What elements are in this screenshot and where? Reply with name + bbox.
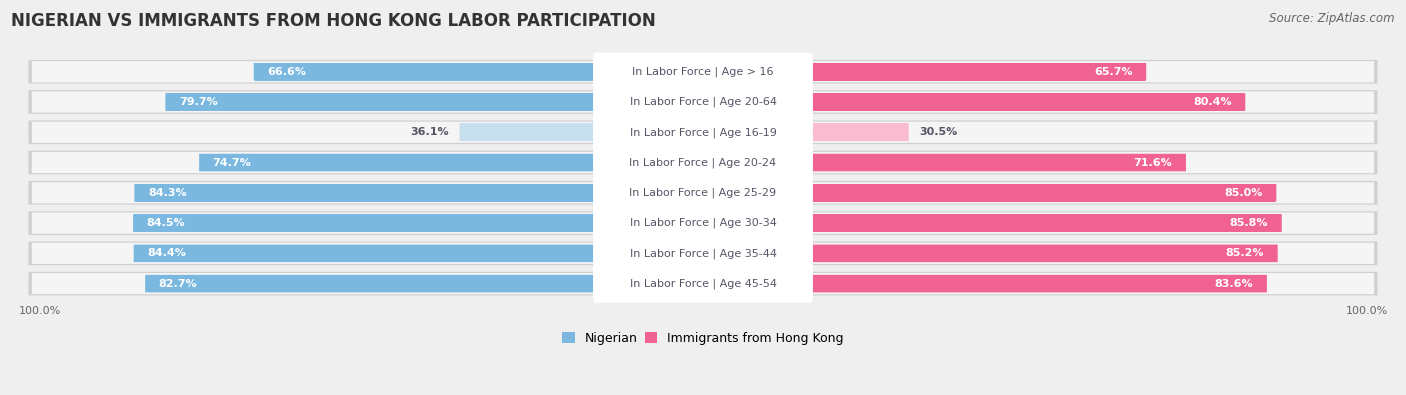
FancyBboxPatch shape <box>593 265 813 303</box>
FancyBboxPatch shape <box>32 213 1374 234</box>
FancyBboxPatch shape <box>135 245 598 262</box>
FancyBboxPatch shape <box>28 60 1378 84</box>
Text: 82.7%: 82.7% <box>159 278 197 289</box>
Text: In Labor Force | Age 45-54: In Labor Force | Age 45-54 <box>630 278 776 289</box>
FancyBboxPatch shape <box>32 152 1374 173</box>
FancyBboxPatch shape <box>808 124 908 141</box>
Text: In Labor Force | Age 30-34: In Labor Force | Age 30-34 <box>630 218 776 228</box>
FancyBboxPatch shape <box>134 214 598 232</box>
FancyBboxPatch shape <box>166 93 598 111</box>
FancyBboxPatch shape <box>28 242 1378 265</box>
FancyBboxPatch shape <box>808 245 1277 262</box>
FancyBboxPatch shape <box>32 273 1374 294</box>
FancyBboxPatch shape <box>253 63 598 81</box>
Text: 100.0%: 100.0% <box>1346 306 1388 316</box>
Text: 71.6%: 71.6% <box>1133 158 1173 167</box>
FancyBboxPatch shape <box>32 243 1374 264</box>
Text: 85.0%: 85.0% <box>1225 188 1263 198</box>
FancyBboxPatch shape <box>593 234 813 273</box>
FancyBboxPatch shape <box>808 275 1267 292</box>
Text: 30.5%: 30.5% <box>920 127 957 137</box>
Text: 84.5%: 84.5% <box>146 218 186 228</box>
FancyBboxPatch shape <box>135 184 598 201</box>
FancyBboxPatch shape <box>808 63 1144 81</box>
Text: 74.7%: 74.7% <box>212 158 252 167</box>
Text: NIGERIAN VS IMMIGRANTS FROM HONG KONG LABOR PARTICIPATION: NIGERIAN VS IMMIGRANTS FROM HONG KONG LA… <box>11 12 657 30</box>
FancyBboxPatch shape <box>28 90 1378 114</box>
Text: 83.6%: 83.6% <box>1215 278 1253 289</box>
Text: 84.3%: 84.3% <box>148 188 187 198</box>
FancyBboxPatch shape <box>808 63 1146 81</box>
Text: 84.4%: 84.4% <box>148 248 186 258</box>
FancyBboxPatch shape <box>28 272 1378 295</box>
Text: 80.4%: 80.4% <box>1194 97 1232 107</box>
FancyBboxPatch shape <box>32 182 1374 203</box>
FancyBboxPatch shape <box>808 154 1185 171</box>
FancyBboxPatch shape <box>808 214 1282 232</box>
Text: 85.8%: 85.8% <box>1230 218 1268 228</box>
Text: In Labor Force | Age 25-29: In Labor Force | Age 25-29 <box>630 188 776 198</box>
FancyBboxPatch shape <box>593 53 813 91</box>
FancyBboxPatch shape <box>200 154 598 171</box>
FancyBboxPatch shape <box>593 83 813 121</box>
FancyBboxPatch shape <box>808 245 1278 262</box>
Text: Source: ZipAtlas.com: Source: ZipAtlas.com <box>1270 12 1395 25</box>
Text: In Labor Force | Age 20-24: In Labor Force | Age 20-24 <box>630 157 776 168</box>
Text: 100.0%: 100.0% <box>18 306 60 316</box>
FancyBboxPatch shape <box>593 143 813 182</box>
FancyBboxPatch shape <box>808 214 1281 232</box>
FancyBboxPatch shape <box>28 181 1378 205</box>
Text: In Labor Force | Age 35-44: In Labor Force | Age 35-44 <box>630 248 776 259</box>
FancyBboxPatch shape <box>593 204 813 242</box>
Text: 66.6%: 66.6% <box>267 67 307 77</box>
FancyBboxPatch shape <box>166 93 598 111</box>
Text: In Labor Force | Age > 16: In Labor Force | Age > 16 <box>633 66 773 77</box>
FancyBboxPatch shape <box>808 184 1275 201</box>
FancyBboxPatch shape <box>593 113 813 151</box>
FancyBboxPatch shape <box>28 211 1378 235</box>
FancyBboxPatch shape <box>28 120 1378 144</box>
FancyBboxPatch shape <box>808 184 1277 201</box>
FancyBboxPatch shape <box>808 93 1246 111</box>
FancyBboxPatch shape <box>32 91 1374 113</box>
FancyBboxPatch shape <box>808 93 1244 111</box>
FancyBboxPatch shape <box>254 63 598 81</box>
Text: In Labor Force | Age 20-64: In Labor Force | Age 20-64 <box>630 97 776 107</box>
FancyBboxPatch shape <box>460 124 598 141</box>
FancyBboxPatch shape <box>145 275 598 292</box>
FancyBboxPatch shape <box>28 151 1378 174</box>
Text: 36.1%: 36.1% <box>411 127 450 137</box>
FancyBboxPatch shape <box>134 214 598 232</box>
FancyBboxPatch shape <box>32 61 1374 82</box>
Text: 65.7%: 65.7% <box>1094 67 1133 77</box>
FancyBboxPatch shape <box>808 124 908 141</box>
Text: In Labor Force | Age 16-19: In Labor Force | Age 16-19 <box>630 127 776 137</box>
FancyBboxPatch shape <box>32 122 1374 143</box>
Text: 85.2%: 85.2% <box>1226 248 1264 258</box>
FancyBboxPatch shape <box>808 275 1265 292</box>
FancyBboxPatch shape <box>146 275 598 292</box>
Text: 79.7%: 79.7% <box>179 97 218 107</box>
Legend: Nigerian, Immigrants from Hong Kong: Nigerian, Immigrants from Hong Kong <box>557 327 849 350</box>
FancyBboxPatch shape <box>593 174 813 212</box>
FancyBboxPatch shape <box>135 184 598 201</box>
FancyBboxPatch shape <box>134 245 598 262</box>
FancyBboxPatch shape <box>461 124 598 141</box>
FancyBboxPatch shape <box>808 154 1185 171</box>
FancyBboxPatch shape <box>200 154 598 171</box>
